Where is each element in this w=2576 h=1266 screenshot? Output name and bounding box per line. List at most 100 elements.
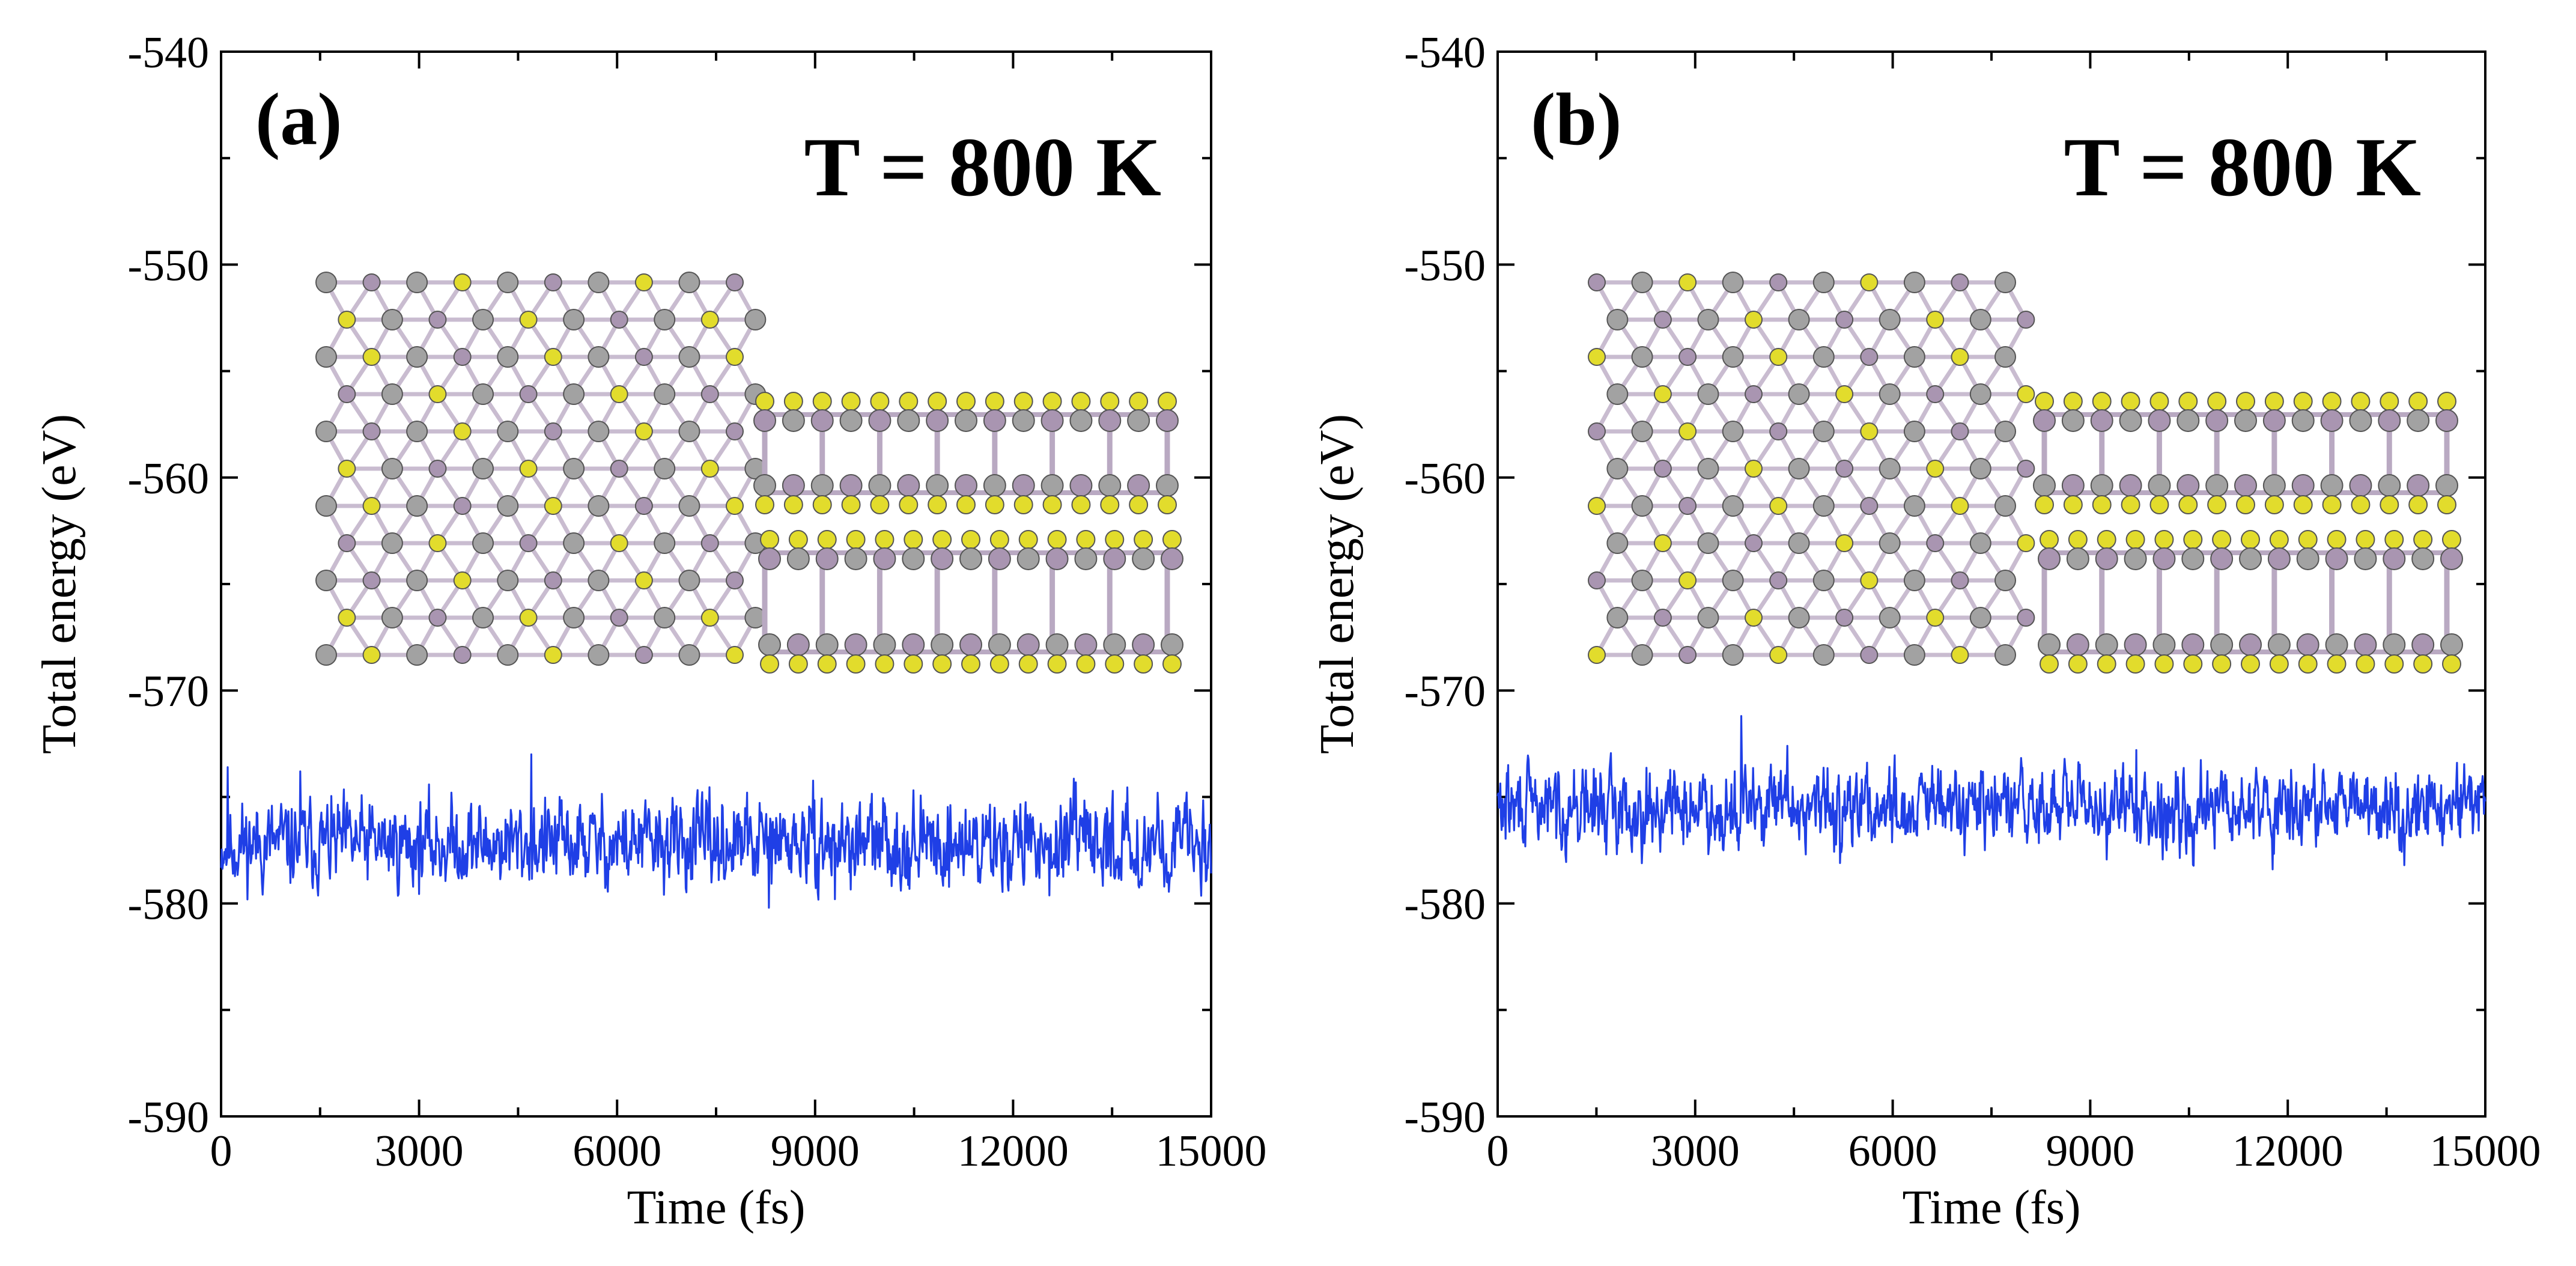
atom	[497, 495, 519, 517]
atom	[453, 646, 472, 664]
ticks-a: 0 3000 6000 9000 12000 15000 -590 -580 -570 -560 -…	[127, 28, 1266, 1176]
atom	[406, 346, 428, 368]
x-tick-label: 3000	[1651, 1127, 1740, 1176]
atom	[2380, 495, 2399, 514]
atom	[1076, 530, 1096, 549]
atom	[1879, 383, 1901, 405]
atom	[2296, 633, 2319, 656]
atom	[315, 495, 337, 517]
atom	[726, 273, 744, 291]
atom	[2435, 409, 2458, 432]
atom	[2181, 547, 2205, 570]
temperature-label-a: T = 800 K	[804, 121, 1161, 214]
atom	[1678, 646, 1697, 664]
atom	[1588, 497, 1606, 515]
atom	[497, 644, 519, 666]
atom	[988, 547, 1011, 570]
atom	[1161, 547, 1183, 570]
atom	[610, 534, 628, 552]
structure-insets-a	[315, 272, 1183, 674]
atom	[497, 272, 519, 293]
atom	[2212, 530, 2232, 549]
atom	[381, 309, 403, 330]
atom	[2205, 409, 2229, 432]
atom	[428, 385, 447, 403]
atom	[956, 495, 976, 514]
atom	[2205, 474, 2229, 497]
atom	[902, 633, 925, 656]
atom	[1722, 346, 1744, 368]
atom	[812, 495, 832, 514]
y-tick-label: -570	[127, 667, 209, 716]
y-axis-title-b: Total energy (eV)	[1311, 414, 1364, 754]
atom	[1835, 534, 1854, 552]
atom	[406, 272, 428, 293]
atom	[2325, 547, 2348, 570]
x-tick-label: 6000	[573, 1127, 661, 1176]
x-tick-label: 9000	[771, 1127, 860, 1176]
atom	[2435, 474, 2458, 497]
atom	[1812, 421, 1835, 442]
atom	[2442, 530, 2461, 549]
atom	[2408, 495, 2428, 514]
atom	[1012, 474, 1035, 497]
atom	[2095, 547, 2118, 570]
atom	[955, 409, 977, 432]
atom	[983, 409, 1006, 432]
atom	[926, 409, 949, 432]
atom	[1631, 421, 1653, 442]
atom	[926, 474, 949, 497]
atom	[338, 609, 356, 627]
atom	[844, 633, 867, 656]
atom	[988, 633, 1011, 656]
atom	[931, 547, 954, 570]
atom	[904, 654, 923, 674]
atom	[1788, 458, 1810, 479]
atom	[2178, 495, 2198, 514]
atom	[1788, 532, 1810, 554]
atom	[817, 654, 837, 674]
atom	[1076, 654, 1096, 674]
atom	[610, 609, 628, 627]
atom	[2177, 409, 2200, 432]
atom	[782, 409, 805, 432]
atom	[989, 530, 1009, 549]
atom	[1103, 633, 1126, 656]
atom	[788, 530, 808, 549]
x-tick-label: 15000	[1156, 1127, 1267, 1176]
atom	[519, 385, 538, 403]
x-axis-title-a: Time (fs)	[627, 1181, 805, 1234]
atom	[1105, 654, 1125, 674]
atom	[2154, 654, 2174, 674]
atom	[817, 530, 837, 549]
atom	[634, 497, 653, 515]
atom	[1835, 609, 1854, 627]
atom	[726, 348, 744, 366]
atom	[956, 392, 976, 411]
atom	[453, 497, 472, 515]
atom	[1812, 346, 1835, 368]
atom	[700, 311, 719, 329]
atom	[2234, 474, 2257, 497]
atom	[2384, 654, 2404, 674]
atom	[1631, 495, 1653, 517]
atom	[1722, 570, 1744, 591]
atom	[700, 534, 719, 552]
side-view-layer	[753, 392, 1179, 514]
atom	[2149, 392, 2169, 411]
atom	[2017, 609, 2035, 627]
atom	[870, 495, 890, 514]
atom	[406, 495, 428, 517]
atom	[678, 570, 700, 591]
atom	[1860, 422, 1879, 440]
atom	[1745, 460, 1763, 478]
atom	[700, 385, 719, 403]
atom	[588, 272, 610, 293]
atom	[873, 633, 896, 656]
atom	[961, 654, 980, 674]
atom	[788, 654, 808, 674]
atom	[1588, 646, 1606, 664]
atom	[654, 607, 676, 628]
atom	[1016, 547, 1040, 570]
atom	[1879, 532, 1901, 554]
